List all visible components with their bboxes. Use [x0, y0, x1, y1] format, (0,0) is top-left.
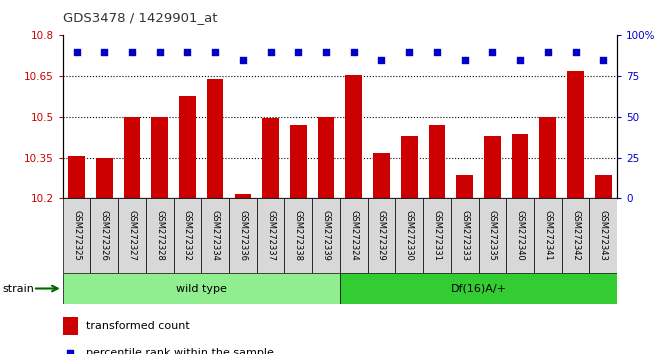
Text: GSM272336: GSM272336 [238, 210, 248, 261]
Text: GSM272342: GSM272342 [571, 210, 580, 261]
Bar [262, 118, 279, 198]
Bar [506, 198, 534, 273]
Text: GSM272335: GSM272335 [488, 210, 497, 261]
Text: Df(16)A/+: Df(16)A/+ [451, 284, 506, 293]
Point [598, 57, 609, 63]
Text: GDS3478 / 1429901_at: GDS3478 / 1429901_at [63, 11, 217, 24]
Point [182, 49, 193, 55]
Bar [151, 117, 168, 198]
Bar [373, 153, 390, 198]
Text: GSM272339: GSM272339 [321, 210, 331, 261]
Point [543, 49, 553, 55]
Bar [484, 136, 501, 198]
Text: GSM272326: GSM272326 [100, 210, 109, 261]
Text: percentile rank within the sample: percentile rank within the sample [86, 348, 274, 354]
Point [265, 49, 276, 55]
Point [71, 49, 82, 55]
Bar [589, 198, 617, 273]
Point [348, 49, 359, 55]
Bar [451, 198, 478, 273]
Text: GSM272340: GSM272340 [515, 210, 525, 261]
Bar [401, 136, 418, 198]
Bar [395, 198, 423, 273]
Bar [312, 198, 340, 273]
Text: GSM272334: GSM272334 [211, 210, 220, 261]
Text: GSM272329: GSM272329 [377, 210, 386, 261]
Point [459, 57, 470, 63]
Text: GSM272330: GSM272330 [405, 210, 414, 261]
Text: GSM272327: GSM272327 [127, 210, 137, 261]
Bar [207, 79, 224, 198]
Text: GSM272333: GSM272333 [460, 210, 469, 261]
Point [293, 49, 304, 55]
Bar [146, 198, 174, 273]
Bar [290, 125, 307, 198]
Bar [368, 198, 395, 273]
Bar [317, 117, 335, 198]
Bar [118, 198, 146, 273]
Bar [63, 317, 78, 336]
Point [288, 229, 299, 235]
Text: strain: strain [2, 284, 34, 293]
Bar [340, 273, 617, 304]
Point [99, 49, 110, 55]
Point [210, 49, 220, 55]
Bar [478, 198, 506, 273]
Point [321, 49, 331, 55]
Text: GSM272324: GSM272324 [349, 210, 358, 261]
Bar [567, 71, 584, 198]
Text: GSM272332: GSM272332 [183, 210, 192, 261]
Text: wild type: wild type [176, 284, 227, 293]
Bar [562, 198, 589, 273]
Bar [63, 273, 340, 304]
Bar [423, 198, 451, 273]
Bar [534, 198, 562, 273]
Bar [345, 75, 362, 198]
Bar [123, 117, 141, 198]
Bar [201, 198, 229, 273]
Bar [340, 198, 368, 273]
Text: GSM272341: GSM272341 [543, 210, 552, 261]
Bar [284, 198, 312, 273]
Bar [68, 156, 85, 198]
Bar [539, 117, 556, 198]
Point [404, 49, 414, 55]
Bar [456, 175, 473, 198]
Bar [90, 198, 118, 273]
Point [127, 49, 137, 55]
Bar [179, 96, 196, 198]
Text: GSM272338: GSM272338 [294, 210, 303, 261]
Text: GSM272337: GSM272337 [266, 210, 275, 261]
Point [515, 57, 525, 63]
Point [487, 49, 498, 55]
Bar [229, 198, 257, 273]
Point [570, 49, 581, 55]
Text: transformed count: transformed count [86, 321, 189, 331]
Point [376, 57, 387, 63]
Bar [428, 125, 446, 198]
Bar [512, 135, 529, 198]
Point [154, 49, 165, 55]
Bar [257, 198, 284, 273]
Bar [595, 175, 612, 198]
Text: GSM272325: GSM272325 [72, 210, 81, 261]
Text: GSM272331: GSM272331 [432, 210, 442, 261]
Bar [174, 198, 201, 273]
Bar [234, 194, 251, 198]
Text: GSM272343: GSM272343 [599, 210, 608, 261]
Bar [96, 158, 113, 198]
Bar [63, 198, 90, 273]
Text: GSM272328: GSM272328 [155, 210, 164, 261]
Point [432, 49, 442, 55]
Point [238, 57, 248, 63]
